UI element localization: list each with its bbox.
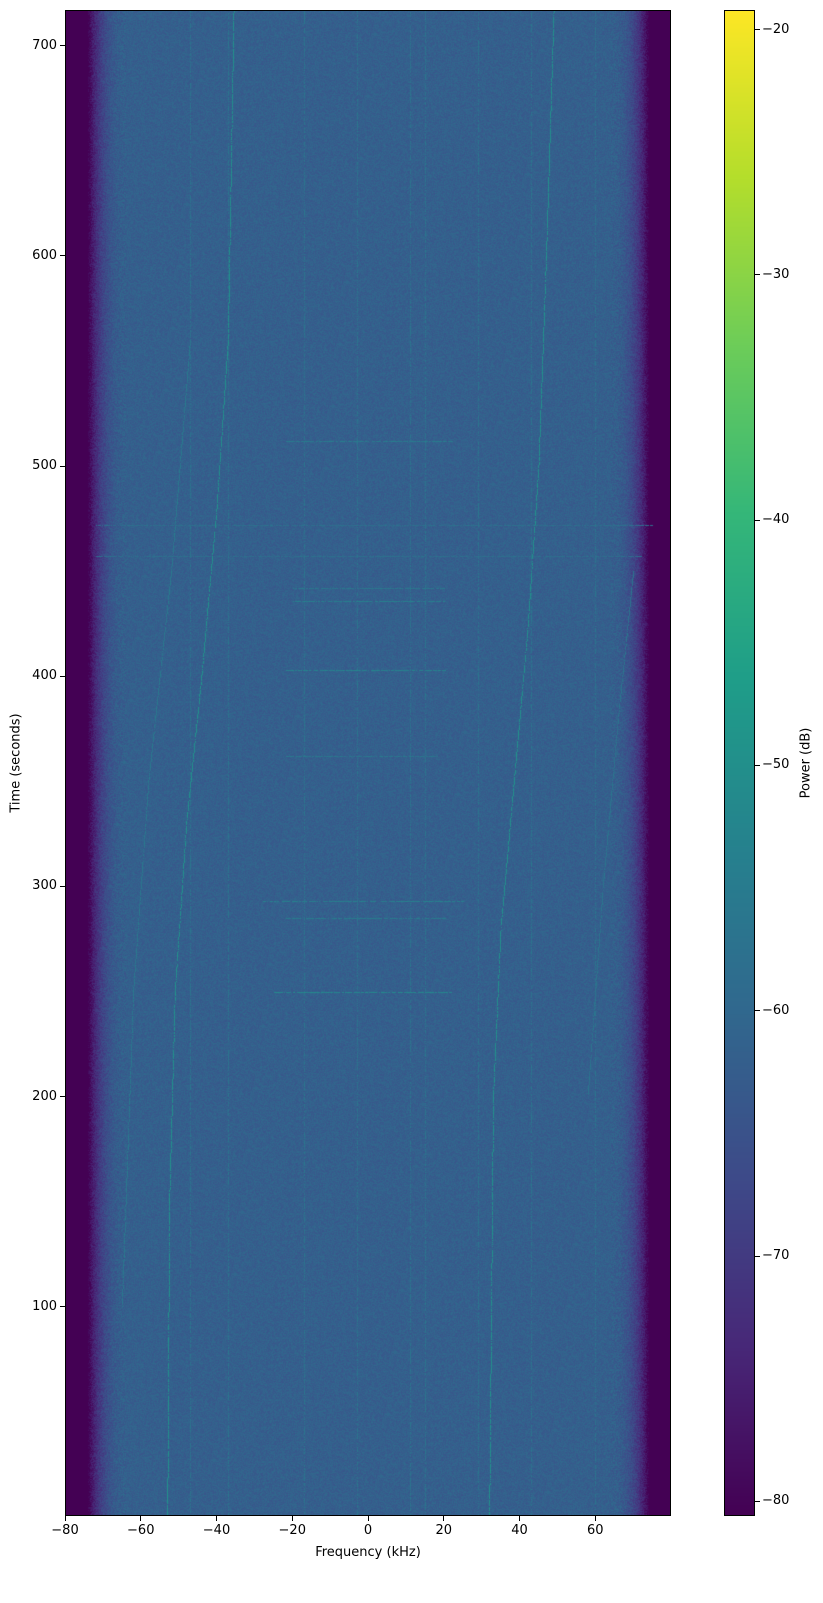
y-tick-label: 700 <box>32 37 57 53</box>
x-tick <box>367 1516 369 1521</box>
y-tick-label: 500 <box>32 458 57 474</box>
x-tick-label: −80 <box>51 1523 79 1538</box>
y-tick-label: 100 <box>32 1298 57 1314</box>
colorbar-tick <box>755 274 760 276</box>
y-tick <box>60 465 65 467</box>
x-tick-label: 40 <box>511 1523 528 1538</box>
colorbar-tick <box>755 29 760 31</box>
colorbar-gradient <box>725 11 754 1515</box>
x-tick-label: −20 <box>278 1523 306 1538</box>
colorbar-tick-label: −80 <box>762 1493 790 1509</box>
colorbar-tick-label: −60 <box>762 1002 790 1018</box>
x-tick <box>519 1516 520 1521</box>
x-tick <box>216 1516 217 1521</box>
x-tick <box>140 1516 142 1521</box>
y-tick <box>60 45 65 47</box>
y-tick-label: 200 <box>32 1088 57 1104</box>
x-tick-label: −40 <box>202 1523 231 1538</box>
colorbar-tick <box>755 1500 760 1502</box>
spectrogram-heatmap <box>66 11 670 1515</box>
x-tick <box>64 1516 66 1521</box>
x-tick-label: 0 <box>363 1523 373 1538</box>
x-tick <box>443 1516 445 1521</box>
colorbar-tick <box>755 1010 760 1012</box>
x-tick <box>594 1516 596 1521</box>
colorbar <box>724 10 755 1516</box>
y-tick <box>60 255 65 257</box>
colorbar-tick-label: −20 <box>762 21 790 37</box>
x-axis-label: Frequency (kHz) <box>315 1545 421 1560</box>
colorbar-tick <box>755 1255 760 1257</box>
y-tick <box>60 885 65 887</box>
y-tick <box>60 1096 65 1098</box>
y-axis-label: Time (seconds) <box>8 713 24 813</box>
colorbar-tick-label: −70 <box>762 1248 790 1263</box>
colorbar-tick <box>755 519 760 521</box>
colorbar-label: Power (dB) <box>798 727 814 799</box>
x-tick <box>291 1516 293 1521</box>
y-tick <box>60 675 65 677</box>
colorbar-tick <box>755 764 760 766</box>
y-tick-label: 300 <box>32 878 57 894</box>
y-tick <box>60 1306 65 1308</box>
x-tick-label: −60 <box>127 1523 155 1538</box>
x-tick-label: 20 <box>435 1523 453 1538</box>
colorbar-tick-label: −50 <box>762 757 790 773</box>
y-tick-label: 600 <box>32 247 57 263</box>
y-tick-label: 400 <box>32 668 57 684</box>
plot-area <box>65 10 671 1516</box>
x-tick-label: 60 <box>586 1523 604 1538</box>
colorbar-tick-label: −40 <box>762 512 790 528</box>
colorbar-tick-label: −30 <box>762 266 790 282</box>
